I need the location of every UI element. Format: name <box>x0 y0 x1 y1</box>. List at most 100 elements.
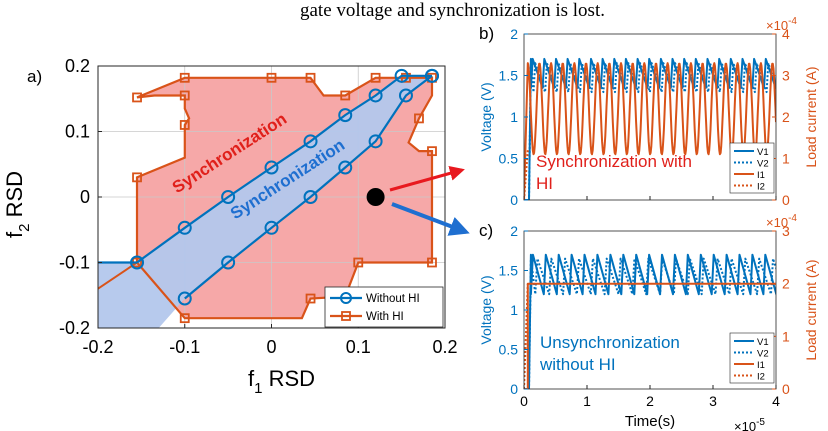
arrow-to-unsynchronized <box>391 202 470 236</box>
with-hi-marker-4 <box>132 92 142 103</box>
without-hi-marker-14 <box>368 134 383 149</box>
legend-marker-without-hi <box>340 292 352 304</box>
panel-c: 0 0.5 1 1.5 2 0 1 2 3 0 1 2 3 4 c) Voltage (V) Load curr… <box>478 213 819 431</box>
y-tick-label-a-4: 0.2 <box>65 56 90 76</box>
left-tick-label-c-3: 1.5 <box>499 263 519 279</box>
legend-label-V2-b: V2 <box>757 159 769 170</box>
without-hi-marker-15 <box>398 88 413 103</box>
without-hi-marker-12 <box>303 190 318 204</box>
legend-label-I1-b: I1 <box>757 170 765 181</box>
with-hi-marker-17 <box>305 293 316 304</box>
left-tick-label-b-1: 0.5 <box>499 151 519 167</box>
series-V1-b <box>524 57 776 200</box>
with-hi-marker-10 <box>401 72 411 83</box>
with-hi-marker-1 <box>132 172 142 183</box>
with-hi-extension <box>98 261 138 290</box>
x-tick-label-c-3: 3 <box>709 393 717 409</box>
without-hi-marker-7 <box>394 68 409 83</box>
without-hi-upper-boundary <box>136 74 432 264</box>
y-axis-label-a: f2 RSD <box>2 171 33 238</box>
with-hi-marker-9 <box>370 72 381 83</box>
left-axis-label-b: Voltage (V) <box>478 82 494 151</box>
with-hi-boundary <box>135 76 434 320</box>
panel-label-c: c) <box>479 221 493 240</box>
legend-label-without-hi: Without HI <box>366 293 420 305</box>
annotation-c-1: without HI <box>539 355 616 374</box>
x-tick-label-a-2: 0 <box>266 337 276 357</box>
right-tick-label-b-3: 3 <box>782 68 790 84</box>
x-exponent-c: ×10-5 <box>734 417 765 431</box>
right-tick-label-b-4: 4 <box>782 26 790 42</box>
arrow-to-synchronized <box>389 165 465 192</box>
x-tick-label-a-1: -0.1 <box>169 337 200 357</box>
with-hi-marker-13 <box>427 146 437 157</box>
without-hi-marker-13 <box>338 160 353 175</box>
series-I1-b <box>524 62 776 200</box>
with-hi-marker-3 <box>179 90 190 101</box>
x-tick-label-a-0: -0.2 <box>82 337 113 357</box>
operating-point <box>366 188 385 206</box>
annotation-b-1: HI <box>536 174 553 193</box>
x-tick-label-a-4: 0.2 <box>432 337 457 357</box>
without-hi-marker-3 <box>264 160 279 175</box>
x-tick-label-c-0: 0 <box>520 393 528 409</box>
right-tick-label-c-1: 1 <box>782 328 790 344</box>
without-hi-marker-10 <box>221 255 236 270</box>
with-hi-marker-18 <box>179 313 190 324</box>
without-hi-lower-boundary <box>184 74 433 300</box>
with-hi-marker-2 <box>179 120 190 130</box>
without-hi-marker-9 <box>177 291 192 306</box>
legend-label-I1-c: I1 <box>757 360 765 371</box>
with-hi-marker-6 <box>266 72 277 83</box>
panel-label-a: a) <box>27 67 42 86</box>
x-tick-label-c-1: 1 <box>583 393 591 409</box>
without-hi-marker-16 <box>424 68 439 83</box>
annotation-b-0: Synchronization with <box>536 152 692 171</box>
without-hi-region <box>98 75 432 328</box>
with-hi-marker-12 <box>414 113 424 124</box>
with-hi-marker-8 <box>340 90 351 101</box>
y-tick-label-a-3: 0.1 <box>65 122 90 142</box>
without-hi-marker-5 <box>338 108 353 123</box>
left-axis-label-c: Voltage (V) <box>478 275 494 344</box>
legend-label-V1-c: V1 <box>757 337 769 348</box>
y-tick-label-a-2: 0 <box>80 187 90 207</box>
legend-a: Without HI With HI <box>324 286 444 328</box>
annotation-c-0: Unsynchronization <box>540 333 680 352</box>
right-axis-label-b: Load current (A) <box>803 66 819 167</box>
without-hi-marker-4 <box>303 134 318 149</box>
right-exponent-b: ×10-4 <box>766 16 797 33</box>
left-tick-label-b-2: 1 <box>510 109 518 125</box>
series-I1-c <box>524 282 776 389</box>
x-tick-label-c-4: 4 <box>772 393 780 409</box>
with-hi-marker-5 <box>179 72 190 83</box>
legend-marker-with-hi <box>341 311 351 321</box>
without-hi-marker-2 <box>221 190 236 204</box>
panel-label-b: b) <box>479 24 494 43</box>
header-text: gate voltage and synchronization is lost… <box>300 0 605 21</box>
x-tick-label-a-3: 0.1 <box>346 337 371 357</box>
left-tick-label-c-1: 0.5 <box>499 342 519 358</box>
x-axis-label-c: Time(s) <box>625 413 675 430</box>
legend-label-I2-c: I2 <box>757 372 765 383</box>
y-tick-label-a-1: -0.1 <box>59 253 90 273</box>
y-tick-label-a-0: -0.2 <box>59 318 90 338</box>
panel-b: 0 0.5 1 1.5 2 0 1 2 3 4 b) Voltage (V) Load current … <box>478 16 819 208</box>
right-tick-label-b-2: 2 <box>782 109 790 125</box>
right-tick-label-b-1: 1 <box>782 151 790 167</box>
legend-label-I2-b: I2 <box>757 182 765 193</box>
left-tick-label-b-3: 1.5 <box>499 68 519 84</box>
right-tick-label-c-2: 2 <box>782 276 790 292</box>
x-tick-label-c-2: 2 <box>646 393 654 409</box>
without-hi-marker-6 <box>368 88 383 103</box>
x-axis-label-a: f1 RSD <box>248 366 315 397</box>
right-tick-label-b-0: 0 <box>782 192 790 208</box>
series-V2-c <box>524 257 776 389</box>
right-tick-label-c-0: 0 <box>782 381 790 397</box>
legend-label-V1-b: V1 <box>757 147 769 158</box>
with-hi-marker-14 <box>427 257 437 268</box>
